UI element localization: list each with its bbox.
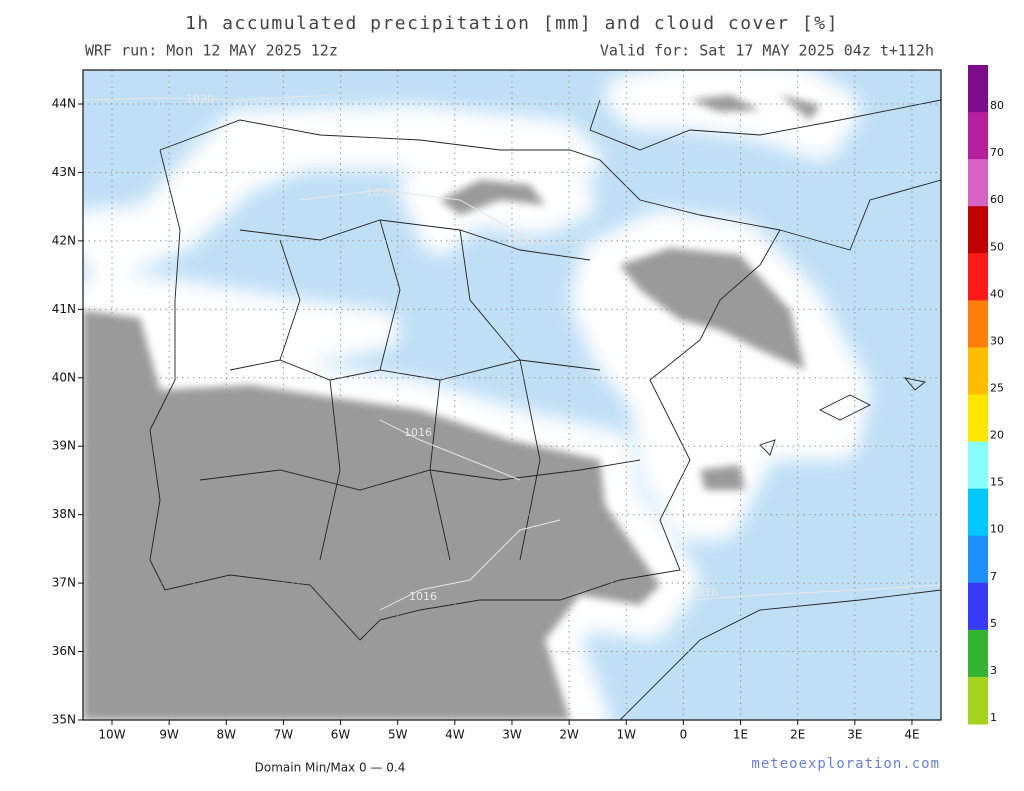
lat-label: 38N [52,507,76,521]
colorbar-swatch [968,582,988,631]
contour-label: 1020 [366,186,394,199]
contour-label: 1020 [186,93,214,106]
lat-label: 37N [52,576,76,590]
colorbar-label: 10 [990,523,1004,536]
lat-label: 44N [52,97,76,111]
lon-label: 6W [331,728,351,742]
contour-label: 1016 [690,586,718,599]
axes: 10W 9W 8W 7W 6W 5W 4W 3W 2W 1W 0 1E 2E 3E 4E 44N 43N 42N 4… [52,97,920,742]
lon-label: 2E [790,728,805,742]
colorbar-swatch [968,112,988,160]
colorbar-label: 20 [990,429,1004,442]
contour-label: 1016 [409,590,437,603]
domain-minmax: Domain Min/Max 0 — 0.4 [255,761,406,775]
lat-label: 35N [52,712,76,726]
colorbar-label: 3 [990,664,997,677]
colorbar-swatch [968,65,988,113]
lon-label: 1E [733,728,748,742]
valid-info: Valid for: Sat 17 MAY 2025 04z t+112h [600,42,934,60]
colorbar-label: 30 [990,334,1004,347]
lon-label: 4W [445,728,465,742]
colorbar-label: 80 [990,99,1004,112]
colorbar-swatch [968,206,988,254]
title: 1h accumulated precipitation [mm] and cl… [185,13,839,34]
lat-label: 36N [52,644,76,658]
colorbar-label: 60 [990,193,1004,206]
contour-label: 1020 [506,235,534,248]
colorbar-label: 40 [990,287,1004,300]
colorbar-label: 5 [990,617,997,630]
lon-label: 5W [388,728,408,742]
lon-label: 10W [98,728,125,742]
colorbar-swatch [968,676,988,725]
run-info: WRF run: Mon 12 MAY 2025 12z [85,42,338,60]
colorbar-label: 50 [990,240,1004,253]
lat-label: 41N [52,302,76,316]
colorbar-label: 7 [990,570,997,583]
graticule [83,70,941,720]
colorbar-label: 25 [990,382,1004,395]
lat-label: 42N [52,233,76,247]
colorbar-swatch [968,394,988,443]
lat-label: 40N [52,370,76,384]
lon-label: 8W [217,728,237,742]
lon-label: 7W [274,728,294,742]
map-area: 1020 1020 1020 1016 1016 1016 [83,70,941,720]
lat-label: 39N [52,439,76,453]
credit: meteoexploration.com [751,756,940,772]
colorbar: 80 70 60 50 40 30 25 20 15 10 7 5 3 1 [968,65,1004,725]
contour-label: 1016 [404,426,432,439]
lon-label: 3E [847,728,862,742]
colorbar-swatch [968,488,988,537]
lon-label: 3W [502,728,522,742]
lon-label: 1W [617,728,637,742]
colorbar-swatch [968,441,988,490]
colorbar-swatch [968,347,988,395]
lon-label: 9W [159,728,179,742]
colorbar-swatch [968,535,988,584]
colorbar-label: 1 [990,711,997,724]
lon-label: 2W [559,728,579,742]
colorbar-swatch [968,159,988,207]
borders [149,99,941,720]
colorbar-label: 70 [990,146,1004,159]
pressure-contours [83,94,941,611]
colorbar-label: 15 [990,476,1004,489]
lat-label: 43N [52,165,76,179]
colorbar-swatch [968,253,988,301]
lon-label: 0 [680,728,688,742]
lon-label: 4E [904,728,919,742]
cloud-cover [83,95,820,720]
colorbar-swatch [968,629,988,678]
colorbar-swatch [968,300,988,348]
